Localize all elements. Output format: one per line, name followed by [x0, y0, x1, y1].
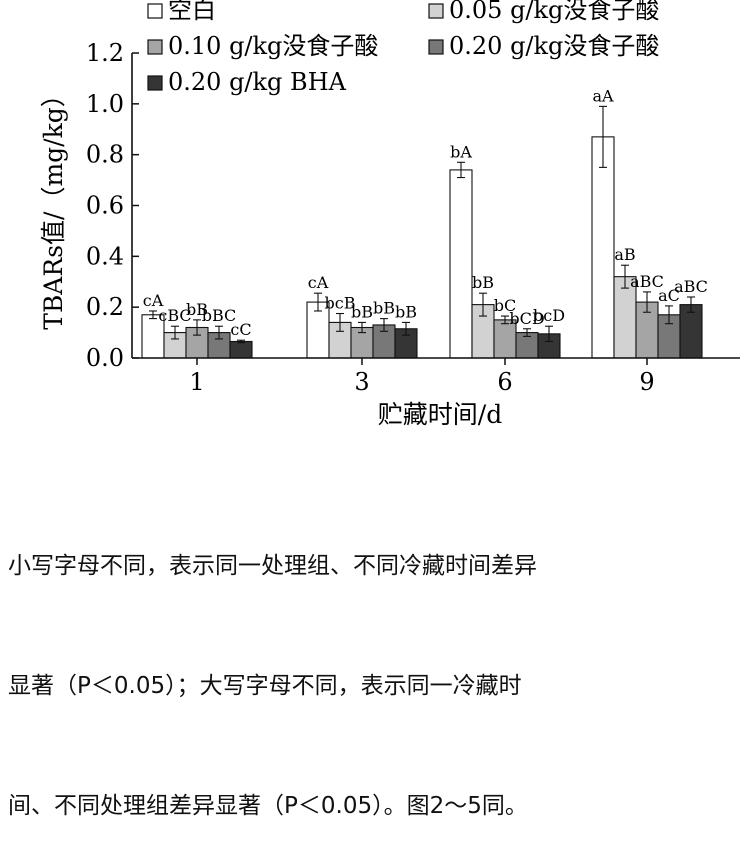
y-tick-label: 0.6 — [86, 192, 124, 220]
data-label: aBC — [674, 277, 708, 296]
x-tick-label: 6 — [497, 368, 512, 396]
figure-note: 小写字母不同，表示同一处理组、不同冷藏时间差异 显著（P＜0.05）；大写字母不… — [8, 466, 742, 866]
bar — [449, 169, 473, 359]
legend-label: 空白 — [168, 0, 216, 24]
data-label: bBC — [202, 306, 237, 325]
legend-label: 0.20 g/kg没食子酸 — [449, 32, 659, 60]
data-label: aBC — [630, 272, 664, 291]
note-line-1: 小写字母不同，表示同一处理组、不同冷藏时间差异 — [8, 553, 537, 579]
axes: 0.0 0.2 0.4 0.6 0.8 1.0 1.2 1 3 6 9 — [86, 39, 740, 396]
data-label: cA — [143, 291, 164, 310]
y-tick-label: 0.4 — [86, 242, 124, 270]
bar — [229, 340, 253, 359]
data-label: aA — [592, 86, 614, 105]
data-label: bCD — [509, 309, 544, 328]
y-tick-label: 0.8 — [86, 141, 124, 169]
legend-swatch — [147, 75, 163, 91]
y-axis-label: TBARs值/（mg/kg） — [39, 82, 68, 329]
x-tick-label: 1 — [189, 368, 204, 396]
data-label: bB — [395, 302, 417, 321]
bar — [591, 136, 615, 359]
data-label: aC — [658, 286, 680, 305]
data-label: aB — [614, 245, 635, 264]
y-tick-label: 1.2 — [86, 39, 124, 67]
note-line-2: 显著（P＜0.05）；大写字母不同，表示同一冷藏时 — [8, 673, 522, 699]
data-label: cBC — [158, 306, 191, 325]
data-label: bB — [373, 299, 395, 318]
data-label: bA — [450, 142, 472, 161]
legend-label: 0.10 g/kg没食子酸 — [168, 32, 378, 60]
legend-swatch — [428, 3, 444, 19]
data-label: bB — [472, 273, 494, 292]
data-label: bC — [494, 296, 516, 315]
legend-swatch — [147, 3, 163, 19]
data-label: bcB — [325, 294, 356, 313]
data-label: bcD — [533, 306, 565, 325]
data-label: bB — [186, 300, 208, 319]
y-tick-label: 1.0 — [86, 90, 124, 118]
y-tick-label: 0.2 — [86, 293, 124, 321]
y-tick-label: 0.0 — [86, 344, 124, 372]
data-label: bB — [351, 302, 373, 321]
legend-swatch — [428, 39, 444, 55]
data-label: cA — [308, 273, 329, 292]
note-line-3: 间、不同处理组差异显著（P＜0.05）。图2～5同。 — [8, 793, 528, 819]
x-tick-label: 3 — [354, 368, 369, 396]
legend-label: 0.20 g/kg BHA — [168, 68, 347, 96]
x-axis-label: 贮藏时间/d — [378, 400, 502, 429]
legend-swatch — [147, 39, 163, 55]
legend: 空白 0.05 g/kg没食子酸 0.10 g/kg没食子酸 0.20 g/kg没食子… — [147, 0, 659, 96]
x-tick-label: 9 — [639, 368, 654, 396]
data-label: cC — [230, 320, 251, 339]
legend-label: 0.05 g/kg没食子酸 — [449, 0, 659, 24]
